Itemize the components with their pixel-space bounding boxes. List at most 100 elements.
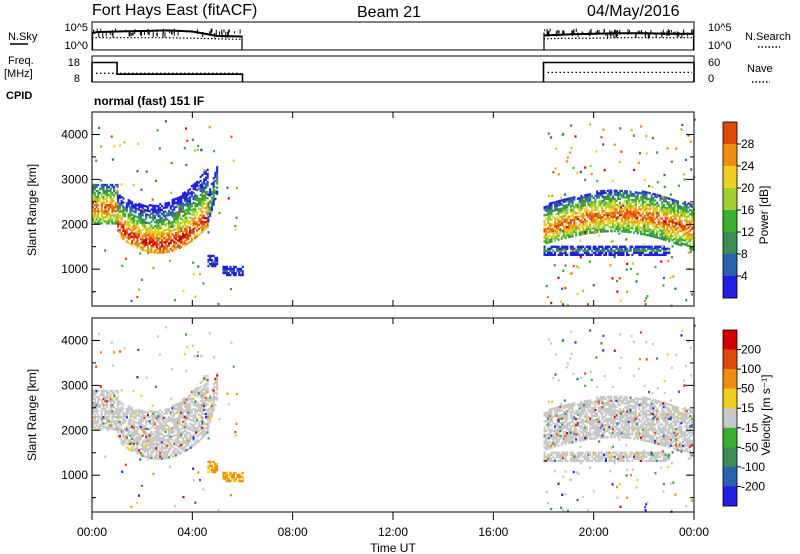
velocity-cell [590,413,593,416]
velocity-cell [568,427,571,431]
velocity-cell [166,434,169,437]
velocity-cell [583,430,586,433]
power-cell [578,227,581,230]
power-cell [633,209,636,212]
velocity-cell [127,433,130,436]
power-cell [580,208,583,212]
power-cell [194,184,197,187]
power-cell [148,204,151,207]
velocity-cell [113,422,116,425]
power-cell [629,245,632,248]
power-cell [580,202,583,206]
nsky-sample [164,32,166,38]
power-cell [106,222,109,225]
velocity-cell [97,403,100,407]
power-cell [168,228,171,231]
power-cell [571,202,574,206]
power-cell [120,234,123,237]
power-cell [210,200,213,204]
power-cell [209,190,212,193]
power-cell [104,191,107,195]
velocity-cell [585,434,588,437]
velocity-cell [214,470,217,474]
velocity-cell [187,447,190,451]
power-cell [155,251,158,254]
power-cell [141,238,144,241]
power-cell [643,247,646,250]
nsky-sample [214,32,216,38]
nsky-sample [105,31,107,37]
power-cell [596,253,599,257]
velocity-cell [118,412,121,415]
power-cell [620,210,623,213]
velocity-cell [550,414,553,417]
power-cell [629,247,632,250]
power-cell [169,211,172,214]
power-cell [656,211,659,215]
power-cell [676,232,679,236]
velocity-cell [232,475,236,479]
velocity-cell [127,405,130,408]
power-cell [583,249,586,252]
power-cell [226,186,229,189]
power-cell [145,241,148,244]
velocity-cell [132,410,135,413]
power-cell [192,219,195,223]
power-cell [650,196,653,199]
velocity-cell [197,405,200,408]
power-cell [641,190,644,193]
power-cell [232,265,236,269]
velocity-cell [545,447,548,451]
power-cell [180,197,183,200]
power-cell [141,208,144,212]
power-cell [139,209,142,212]
power-cell [132,210,135,213]
power-cell [573,220,576,223]
velocity-cell [178,442,181,445]
velocity-cell [183,429,186,433]
power-cell [183,193,186,196]
power-cell [207,209,210,213]
velocity-cell [150,436,153,439]
power-cell [185,230,188,234]
velocity-cell [571,441,574,444]
power-cell [148,242,151,245]
velocity-cell [152,436,155,440]
velocity-cell [589,427,592,430]
power-cell [627,194,630,197]
power-cell [668,209,671,212]
power-cell [589,213,592,216]
power-cell [192,232,195,235]
power-cell [106,193,109,197]
power-cell [566,212,569,215]
power-cell [583,197,586,201]
power-cell [183,213,186,217]
power-cell [545,284,548,288]
power-cell [209,200,212,203]
velocity-cell [100,408,103,411]
nsky-sample [173,28,175,34]
power-cell [141,240,144,243]
power-cell [155,227,158,230]
power-cell [180,229,183,233]
power-cell [599,204,602,207]
velocity-cell [173,406,176,409]
power-cell [578,201,581,204]
velocity-cell [569,429,572,432]
power-cell [217,302,220,306]
velocity-cell [573,426,576,429]
power-cell [92,204,95,207]
power-cell [97,183,100,187]
velocity-cell [107,424,110,427]
velocity-cell [93,420,96,423]
power-cell [640,204,643,207]
power-cell [176,217,179,220]
velocity-cell [545,437,548,441]
power-cell [560,300,563,303]
velocity-cell [594,408,597,412]
velocity-cell [99,426,102,429]
power-cell [654,247,657,250]
power-cell [675,242,678,245]
velocity-cell [590,421,593,424]
power-cell [547,239,550,242]
